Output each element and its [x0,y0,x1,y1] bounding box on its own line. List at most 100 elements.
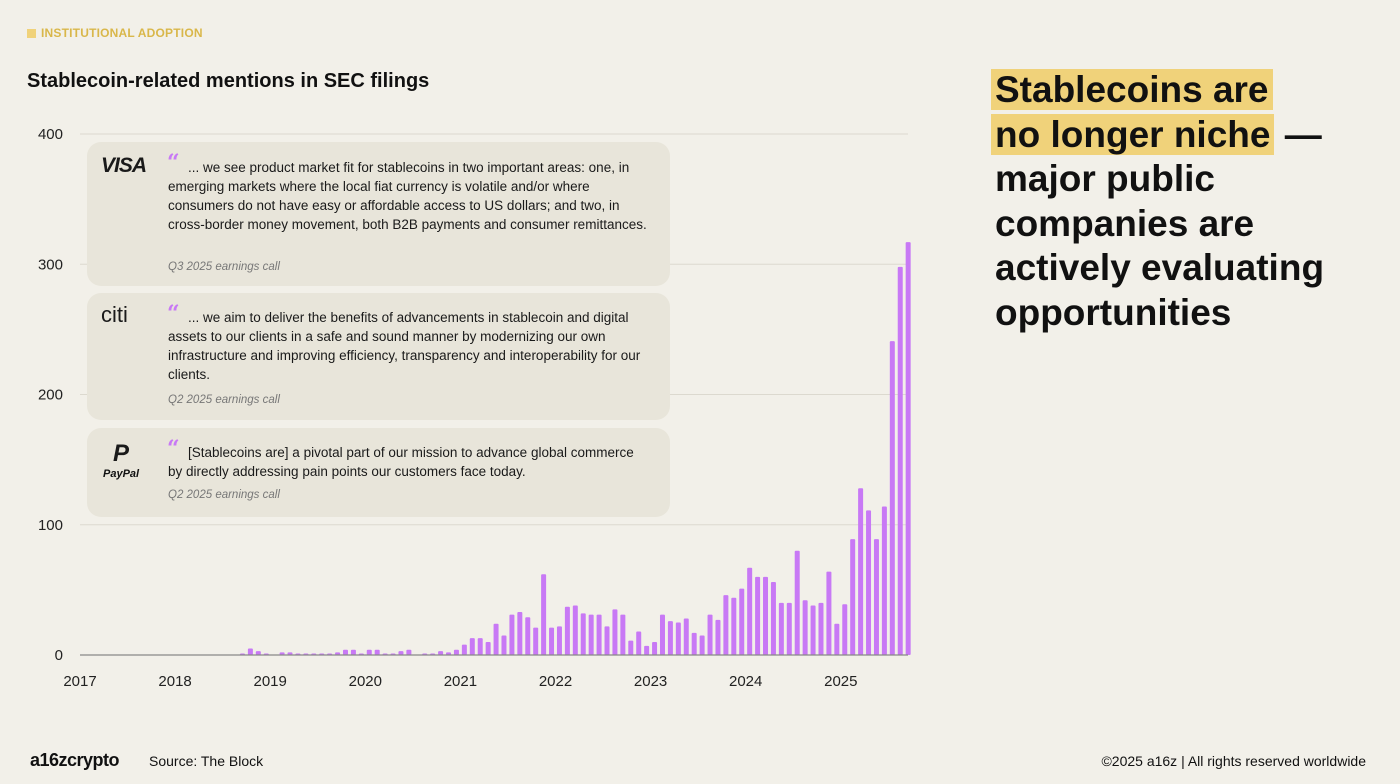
bar [747,567,753,655]
x-tick-label: 2024 [729,673,762,690]
bar [517,612,523,655]
bar [612,609,618,655]
bar [366,649,372,655]
quote-text: [Stablecoins are] a pivotal part of our … [168,445,634,479]
quote-mark-icon: “ [167,436,180,462]
bar [691,632,697,655]
quote-text: ... we see product market fit for stable… [168,160,647,232]
paypal-p-icon: P [113,440,130,467]
bar [438,651,444,655]
x-tick-label: 2019 [254,673,287,690]
bar [707,614,713,655]
bar [739,588,745,655]
headline-rest: — major public companies are actively ev… [995,113,1325,333]
quote-mark-icon: “ [167,150,180,176]
bar [667,621,673,655]
bar [604,626,610,655]
bar [342,649,348,655]
bar [556,626,562,655]
bar [255,651,261,655]
bar [699,635,705,655]
bar [858,488,864,655]
bar [810,605,816,655]
bar [873,539,879,655]
bar [501,635,507,655]
bar [596,614,602,655]
headline-highlight: no longer niche [991,113,1275,155]
bar [398,651,404,655]
bar [509,614,515,655]
quote-card-paypal: P PayPal “ [Stablecoins are] a pivotal p… [87,428,670,517]
bar [287,652,293,655]
quote-text: ... we aim to deliver the benefits of ad… [168,310,641,382]
bar [461,644,467,655]
bar [731,597,737,655]
chart-title: Stablecoin-related mentions in SEC filin… [27,70,430,92]
bar [652,641,658,655]
quote-card-citi: citi “ ... we aim to deliver the benefit… [87,293,670,420]
quote-source: Q3 2025 earnings call [168,261,280,273]
bar [374,649,380,655]
bar [723,595,729,655]
bar [525,617,531,655]
source-note: Source: The Block [149,753,264,769]
y-tick-label: 300 [38,256,63,273]
quote-mark-icon: “ [167,301,180,327]
bar [659,614,665,655]
quote-card-visa: VISA “ ... we see product market fit for… [87,142,670,286]
x-tick-label: 2023 [634,673,667,690]
bar [580,613,586,655]
bar [549,627,555,655]
x-tick-label: 2025 [824,673,857,690]
bar [335,652,341,655]
bar [350,649,356,655]
bar [493,623,499,655]
bar [588,614,594,655]
x-tick-label: 2018 [158,673,191,690]
bar [628,640,634,655]
bar [905,242,911,656]
bar [866,510,872,655]
bar [763,576,769,655]
bar [469,638,475,655]
bar [485,641,491,655]
y-tick-label: 0 [55,647,63,664]
bar [715,619,721,655]
bar [802,600,808,655]
bar [786,602,792,655]
paypal-logo: PayPal [103,468,140,480]
bar [850,539,856,655]
bar [755,576,761,655]
y-tick-label: 400 [38,126,63,143]
bar [794,550,800,655]
bar [770,582,776,655]
bar [834,623,840,655]
quote-source: Q2 2025 earnings call [168,489,280,501]
tag-square-icon [27,28,36,38]
bar-chart: 0 100 200 300 400 2017 2018 2019 2020 2021 2022 202… [38,126,911,690]
y-tick-label: 200 [38,387,63,404]
bar [675,622,681,655]
x-tick-label: 2020 [349,673,382,690]
bar [842,604,848,655]
bar [636,631,642,655]
bar [683,618,689,655]
x-tick-label: 2017 [63,673,96,690]
bar [541,574,547,655]
visa-logo: VISA [101,154,147,177]
bar [644,645,650,655]
bar [889,341,895,655]
headline: Stablecoins are no longer niche — major p… [991,68,1375,335]
copyright: ©2025 a16z | All rights reserved worldwi… [1101,753,1366,769]
bar [572,605,578,655]
bar [247,648,253,655]
bar [897,266,903,655]
x-tick-label: 2021 [444,673,477,690]
bar [533,627,539,655]
bar [826,571,832,655]
bar [881,506,887,655]
bar [453,649,459,655]
bar [446,652,452,655]
x-tick-label: 2022 [539,673,572,690]
bar [477,638,483,655]
